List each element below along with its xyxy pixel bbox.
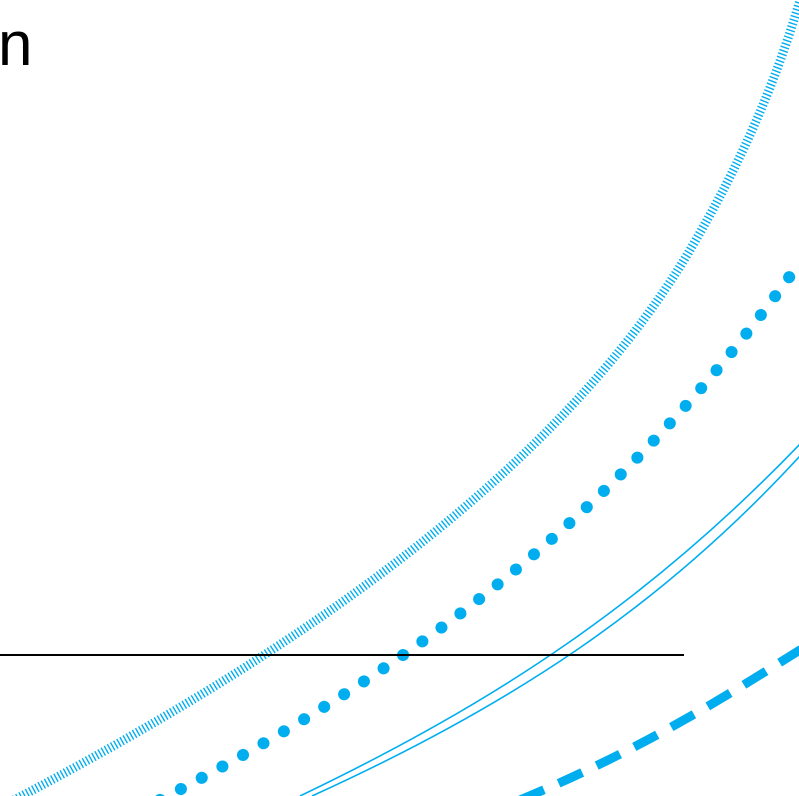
double-line-arc-inner <box>311 455 799 796</box>
horizontal-rule <box>0 654 684 656</box>
dashed-arc <box>518 646 799 796</box>
hatched-arc <box>11 0 799 796</box>
dotted-arc <box>155 256 799 796</box>
double-line-arc-outer <box>299 443 799 796</box>
slide-title-fragment: n <box>0 10 33 79</box>
